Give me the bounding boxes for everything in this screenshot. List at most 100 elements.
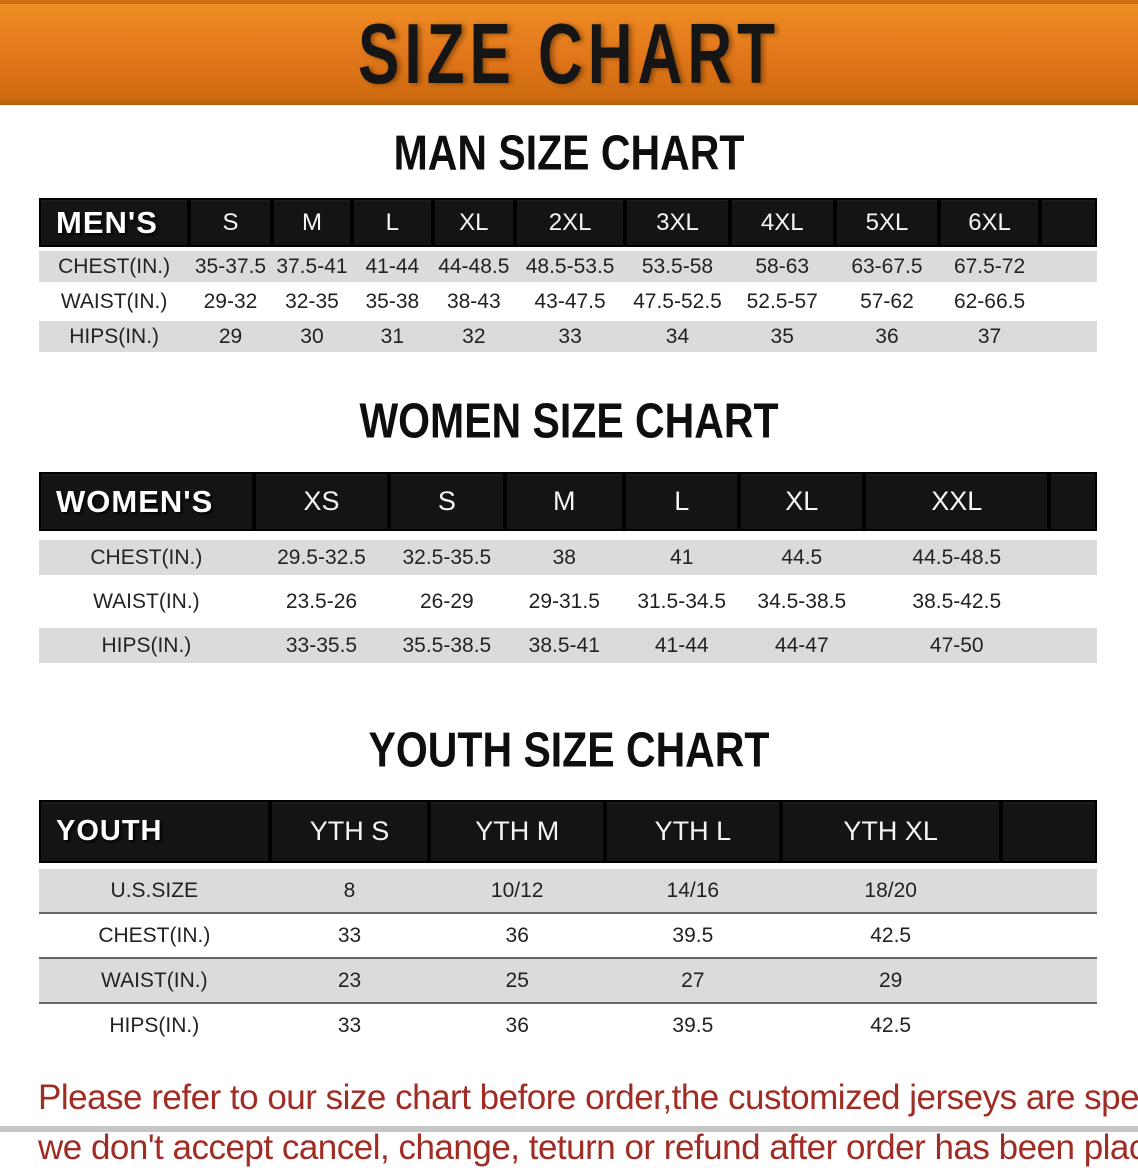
size-value: 31.5-34.5 [624, 575, 740, 624]
filler-cell [1000, 863, 1097, 913]
youth-measurement-row: WAIST(IN.) 23 25 27 29 [39, 957, 1097, 1003]
size-value: 41-44 [624, 619, 740, 663]
row-label: U.S.SIZE [39, 863, 270, 913]
women-size-column-header: XL [739, 472, 865, 536]
men-section-heading: MAN SIZE CHART [393, 125, 745, 181]
size-value: 36 [429, 912, 606, 958]
page-title: SIZE CHART [358, 6, 780, 103]
size-value: 23.5-26 [253, 575, 390, 624]
filler-cell [1049, 575, 1097, 624]
size-value: 34 [625, 317, 730, 352]
row-label: WAIST(IN.) [39, 282, 190, 319]
filler-cell [1049, 619, 1097, 663]
youth-size-column-header: YTH S [269, 800, 430, 866]
size-value: 36 [834, 317, 940, 352]
size-value: 36 [429, 1002, 606, 1047]
size-value: 44.5-48.5 [864, 531, 1050, 580]
size-value: 35 [729, 317, 835, 352]
size-value: 41-44 [352, 247, 433, 284]
size-value: 10/12 [429, 863, 606, 913]
men-size-column-header: 4XL [729, 198, 835, 249]
size-value: 35.5-38.5 [389, 619, 505, 663]
size-value: 38.5-41 [504, 619, 625, 663]
men-size-column-header: L [352, 198, 433, 249]
women-size-table: WOMEN'S XS S M L XL XXL CHEST(IN.) 29.5-32.5 32.5… [39, 472, 1097, 663]
men-size-column-header: 6XL [939, 198, 1040, 249]
bottom-edge-strip [0, 1126, 1138, 1132]
size-value: 33-35.5 [253, 619, 390, 663]
size-value: 38.5-42.5 [864, 575, 1050, 624]
men-measurement-row: WAIST(IN.) 29-32 32-35 35-38 38-43 43-47.5 47.… [39, 282, 1097, 319]
filler-cell [1039, 198, 1097, 249]
size-value: 33 [269, 1002, 430, 1047]
men-size-column-header: 3XL [625, 198, 730, 249]
size-value: 41 [624, 531, 740, 580]
youth-measurement-row: HIPS(IN.) 33 36 39.5 42.5 [39, 1002, 1097, 1047]
row-label: CHEST(IN.) [39, 247, 190, 284]
women-size-column-header: L [624, 472, 740, 536]
size-value: 30 [271, 317, 353, 352]
filler-cell [1000, 800, 1097, 866]
size-value: 8 [269, 863, 430, 913]
size-value: 43-47.5 [515, 282, 626, 319]
size-value: 38-43 [432, 282, 516, 319]
youth-measurement-row: U.S.SIZE 8 10/12 14/16 18/20 [39, 863, 1097, 913]
size-value: 44.5 [739, 531, 865, 580]
filler-cell [1049, 472, 1097, 536]
women-size-column-header: XS [253, 472, 390, 536]
size-value: 23 [269, 957, 430, 1003]
size-value: 27 [605, 957, 781, 1003]
size-value: 57-62 [834, 282, 940, 319]
size-value: 63-67.5 [834, 247, 940, 284]
size-value: 29 [189, 317, 272, 352]
size-value: 38 [504, 531, 625, 580]
size-value: 67.5-72 [939, 247, 1040, 284]
men-size-table: MEN'S S M L XL 2XL 3XL 4XL 5XL 6XL CHEST(IN.) 35-37… [39, 198, 1097, 352]
row-label: WAIST(IN.) [39, 575, 254, 624]
women-size-column-header: M [504, 472, 625, 536]
row-label: CHEST(IN.) [39, 912, 270, 958]
size-value: 33 [269, 912, 430, 958]
youth-section: YOUTH SIZE CHART YOUTH YTH S YTH M YTH L YTH… [0, 722, 1138, 1047]
men-size-column-header: XL [432, 198, 516, 249]
size-value: 34.5-38.5 [739, 575, 865, 624]
size-chart-banner: SIZE CHART [0, 0, 1138, 105]
filler-cell [1000, 912, 1097, 958]
size-value: 33 [515, 317, 626, 352]
size-value: 14/16 [605, 863, 781, 913]
youth-measurement-row: CHEST(IN.) 33 36 39.5 42.5 [39, 912, 1097, 958]
youth-size-table: YOUTH YTH S YTH M YTH L YTH XL U.S.SIZE 8 10/12… [39, 800, 1097, 1047]
size-value: 39.5 [605, 912, 781, 958]
size-value: 52.5-57 [729, 282, 835, 319]
size-value: 44-48.5 [432, 247, 516, 284]
disclaimer: Please refer to our size chart before or… [0, 1073, 1138, 1173]
men-size-column-header: M [271, 198, 353, 249]
row-label: HIPS(IN.) [39, 619, 254, 663]
men-size-column-header: 5XL [834, 198, 940, 249]
filler-cell [1039, 317, 1097, 352]
size-value: 37.5-41 [271, 247, 353, 284]
women-section-heading: WOMEN SIZE CHART [359, 393, 779, 449]
size-value: 25 [429, 957, 606, 1003]
size-value: 39.5 [605, 1002, 781, 1047]
size-value: 29 [780, 957, 1001, 1003]
women-measurement-row: HIPS(IN.) 33-35.5 35.5-38.5 38.5-41 41-44 44-… [39, 619, 1097, 663]
row-label: WAIST(IN.) [39, 957, 270, 1003]
size-value: 62-66.5 [939, 282, 1040, 319]
men-measurement-row: CHEST(IN.) 35-37.5 37.5-41 41-44 44-48.5 48.5… [39, 247, 1097, 284]
row-label: HIPS(IN.) [39, 1002, 270, 1047]
size-value: 35-38 [352, 282, 433, 319]
women-measurement-row: WAIST(IN.) 23.5-26 26-29 29-31.5 31.5-34.5 34… [39, 575, 1097, 624]
women-size-column-header: S [389, 472, 505, 536]
size-value: 26-29 [389, 575, 505, 624]
size-value: 31 [352, 317, 433, 352]
row-label: CHEST(IN.) [39, 531, 254, 580]
youth-size-column-header: YTH M [429, 800, 606, 866]
size-value: 37 [939, 317, 1040, 352]
size-value: 32-35 [271, 282, 353, 319]
women-header-row: WOMEN'S XS S M L XL XXL [39, 472, 1097, 536]
women-table-title: WOMEN'S [39, 472, 254, 536]
size-value: 29.5-32.5 [253, 531, 390, 580]
youth-header-row: YOUTH YTH S YTH M YTH L YTH XL [39, 800, 1097, 866]
youth-section-heading: YOUTH SIZE CHART [368, 722, 770, 778]
